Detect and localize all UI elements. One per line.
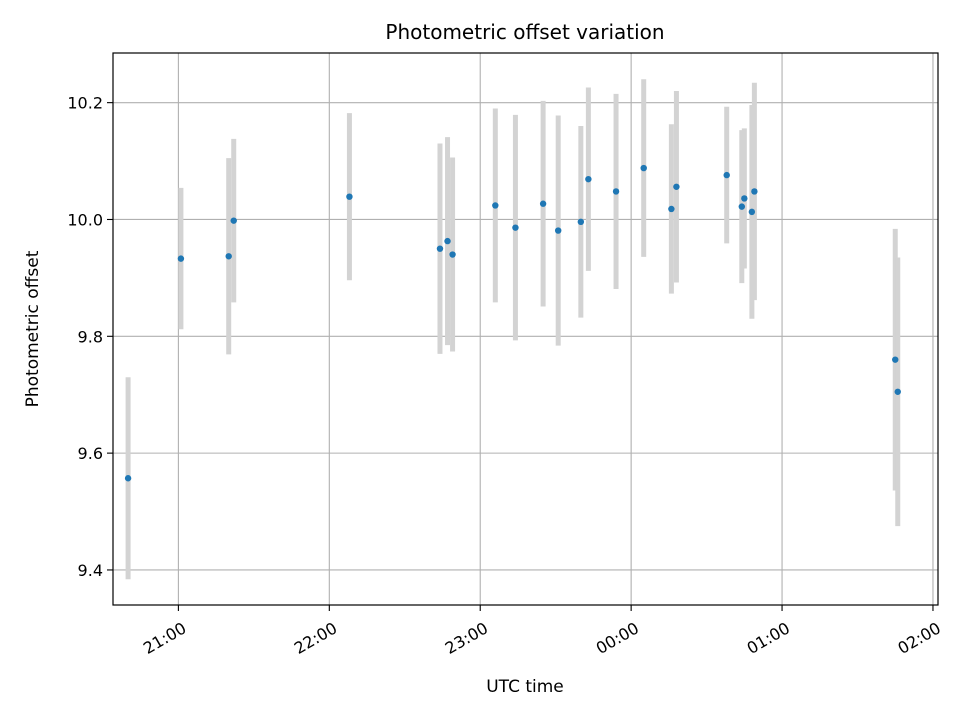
data-point <box>539 200 547 207</box>
data-point <box>177 255 185 262</box>
data-point <box>577 218 585 226</box>
grid <box>113 53 938 605</box>
plot-frame <box>112 52 939 606</box>
chart-title: Photometric offset variation <box>385 20 664 44</box>
y-tick-label: 10.2 <box>67 94 103 113</box>
data-point <box>723 171 730 179</box>
data-point <box>741 195 748 202</box>
data-point <box>668 205 675 213</box>
y-tick-label: 9.4 <box>78 561 103 580</box>
x-axis-label: UTC time <box>486 677 564 697</box>
data-point <box>585 175 592 183</box>
data-point <box>230 217 237 224</box>
data-point <box>512 224 519 231</box>
data-point <box>436 245 444 252</box>
data-point <box>449 251 456 258</box>
y-tick-label: 9.6 <box>78 444 103 463</box>
data-point <box>673 183 680 190</box>
data-point <box>612 188 620 195</box>
data-point <box>124 475 132 482</box>
data-point <box>640 164 647 172</box>
data-point <box>492 202 499 209</box>
data-point <box>225 253 232 260</box>
data-point <box>554 227 562 234</box>
y-tick-label: 10.0 <box>67 210 103 229</box>
data-point <box>894 388 901 395</box>
y-axis: 9.4 9.6 9.8 10.0 10.2 <box>67 94 113 580</box>
data-point <box>738 203 746 210</box>
y-axis-label: Photometric offset <box>23 250 43 407</box>
data-points <box>124 164 901 482</box>
data-point <box>751 188 758 195</box>
y-tick-label: 9.8 <box>78 327 103 346</box>
data-point <box>346 193 353 200</box>
data-point <box>444 237 451 245</box>
data-point <box>748 208 756 216</box>
data-point <box>892 356 899 363</box>
